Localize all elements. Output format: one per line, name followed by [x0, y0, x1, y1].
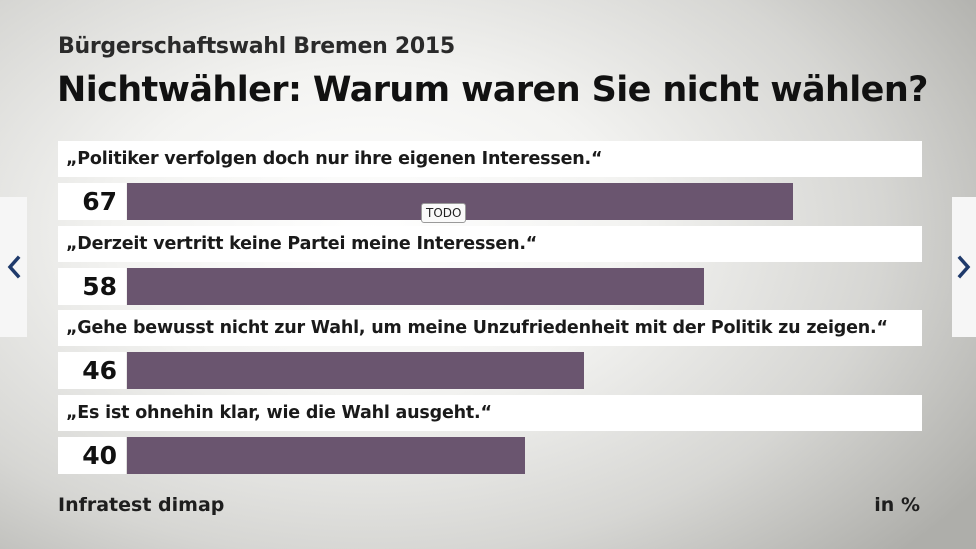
source-label: Infratest dimap [58, 494, 225, 516]
unit-label: in % [874, 494, 920, 516]
question-label: „Es ist ohnehin klar, wie die Wahl ausge… [58, 394, 922, 431]
question-label: „Gehe bewusst nicht zur Wahl, um meine U… [58, 310, 922, 346]
chart-title: Nichtwähler: Warum waren Sie nicht wähle… [57, 70, 928, 110]
bar [127, 267, 704, 305]
question-label: „Politiker verfolgen doch nur ihre eigen… [58, 141, 922, 177]
bar [127, 436, 525, 474]
chart-subtitle: Bürgerschaftswahl Bremen 2015 [58, 34, 455, 59]
chevron-right-icon [957, 255, 971, 279]
bar [127, 352, 584, 389]
todo-tooltip: TODO [421, 203, 467, 223]
next-button[interactable] [952, 197, 976, 337]
value-label: 40 [58, 436, 126, 474]
chevron-left-icon [7, 255, 20, 279]
value-label: 67 [58, 183, 126, 220]
previous-button[interactable] [0, 197, 27, 337]
value-label: 58 [58, 267, 126, 305]
question-label: „Derzeit vertritt keine Partei meine Int… [58, 225, 922, 262]
value-label: 46 [58, 352, 126, 389]
